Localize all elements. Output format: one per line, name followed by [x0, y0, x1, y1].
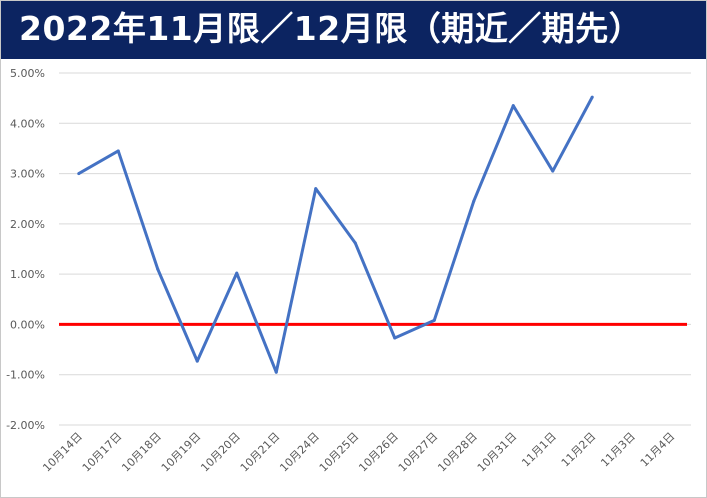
data-point [314, 187, 318, 191]
data-point [156, 267, 160, 271]
y-tick-label: 1.00% [10, 268, 45, 281]
data-point [77, 172, 81, 176]
data-point [235, 271, 239, 275]
x-tick-label: 10月18日 [119, 430, 164, 475]
series-lines [77, 95, 594, 374]
data-point [511, 104, 515, 108]
x-tick-label: 10月26日 [356, 430, 401, 475]
data-point [432, 318, 436, 322]
title-bar: 2022年11月限／12月限（期近／期先） [1, 1, 706, 59]
x-tick-label: 10月24日 [277, 430, 322, 475]
y-tick-label: -1.00% [6, 369, 45, 382]
x-tick-label: 10月27日 [396, 430, 441, 475]
data-point [472, 199, 476, 203]
x-tick-label: 11月3日 [598, 430, 638, 470]
data-point [274, 370, 278, 374]
x-tick-label: 10月17日 [80, 430, 125, 475]
data-point [116, 149, 120, 153]
x-axis-ticks: 10月14日10月17日10月18日10月19日10月20日10月21日10月2… [40, 430, 677, 475]
x-tick-label: 10月25日 [317, 430, 362, 475]
gridlines [59, 72, 691, 426]
data-point [551, 169, 555, 173]
y-tick-label: 5.00% [10, 67, 45, 80]
x-tick-label: 10月31日 [475, 430, 520, 475]
x-tick-label: 11月4日 [638, 430, 678, 470]
line-chart: 5.00% 4.00% 3.00% 2.00% 1.00% 0.00% -1.00% -2.0… [6, 67, 691, 475]
y-tick-label: 4.00% [10, 117, 45, 130]
x-tick-label: 10月19日 [159, 430, 204, 475]
y-tick-label: 0.00% [10, 318, 45, 331]
y-tick-label: 3.00% [10, 168, 45, 181]
data-point [353, 241, 357, 245]
x-tick-label: 10月21日 [238, 430, 283, 475]
x-tick-label: 11月1日 [519, 430, 559, 470]
series-line [78, 96, 594, 374]
x-tick-label: 10月20日 [198, 430, 243, 475]
data-point [590, 95, 594, 99]
y-axis-ticks: 5.00% 4.00% 3.00% 2.00% 1.00% 0.00% -1.00% -2.0… [6, 67, 45, 432]
x-tick-label: 10月28日 [435, 430, 480, 475]
x-tick-label: 11月2日 [559, 430, 599, 470]
chart-title: 2022年11月限／12月限（期近／期先） [19, 9, 643, 48]
y-tick-label: -2.00% [6, 419, 45, 432]
x-tick-label: 10月14日 [40, 430, 85, 475]
data-point [195, 359, 199, 363]
y-tick-label: 2.00% [10, 218, 45, 231]
data-point [393, 336, 397, 340]
